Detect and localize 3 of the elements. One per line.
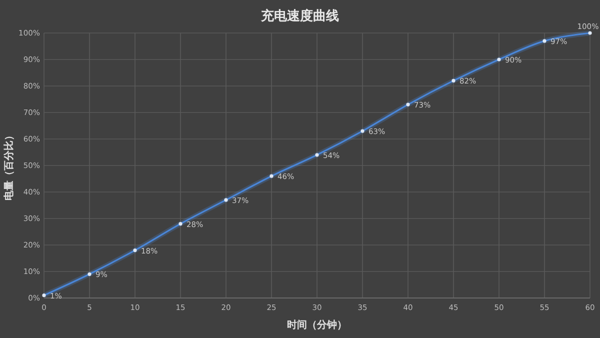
chart-title: 充电速度曲线: [260, 8, 339, 24]
x-axis-title: 时间（分钟）: [287, 319, 347, 331]
y-axis-title: 电量（百分比）: [3, 130, 15, 200]
